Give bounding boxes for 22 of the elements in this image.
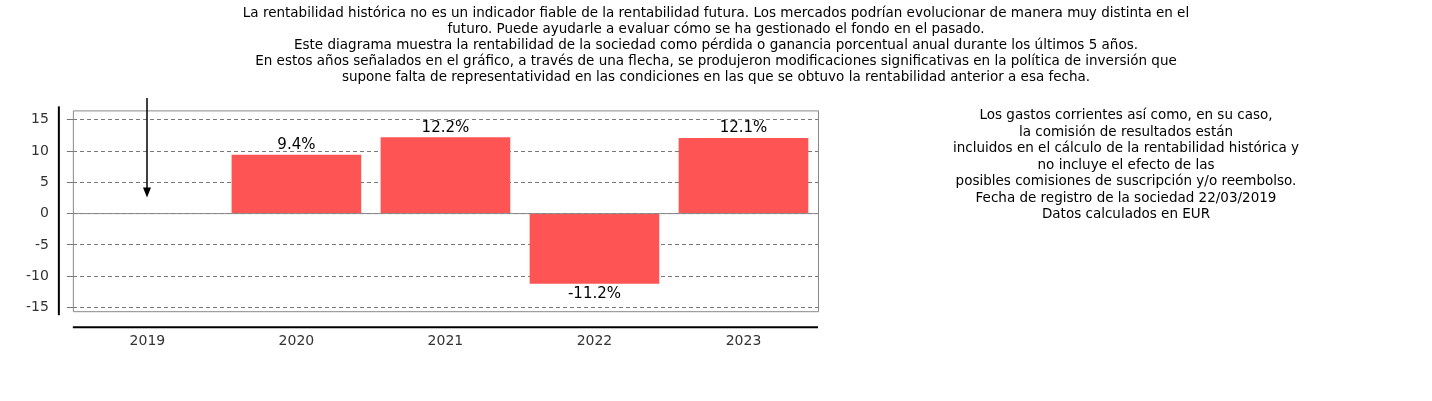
y-tick-label: -5: [34, 235, 49, 252]
y-tick-label: 10: [31, 141, 49, 158]
data-label: 9.4%: [277, 135, 316, 154]
bar: [529, 214, 660, 284]
chart-title: La rentabilidad histórica no es un indicador fiable de la rentabilidad futura. Los mercados podrían evolucionar de manera muy distinta en el futuro. Puede ayudarle a evaluar cómo se ha gestionado el fondo en el pasado. Este diagrama muestra la rentabilidad de la sociedad como pérdida o ganancia porcentual anual durante los últimos 5 años. En estos años señalados en el gráfico, a través de una flecha, se produjeron modificaciones significativas en la política de inversión que supone falta de representatividad en las condiciones en las que se obtuvo la rentabilidad anterior a esa fecha.: [241, 4, 1191, 84]
y-tick-label: 0: [39, 204, 49, 221]
x-tick-label: 2019: [129, 332, 166, 349]
y-tick-label: 15: [31, 110, 49, 127]
bar: [678, 137, 809, 214]
bar: [231, 154, 362, 214]
data-label: -11.2%: [567, 284, 621, 303]
x-tick-label: 2022: [576, 332, 613, 349]
y-tick-label: 5: [39, 172, 49, 189]
y-tick-label: -15: [25, 298, 49, 315]
bar: [380, 137, 511, 214]
x-tick-label: 2023: [725, 332, 762, 349]
text: Los gastos corrientes así como, en su caso, la comisión de resultados están incluidos en el cálculo de la rentabilidad histórica y no incluye el efecto de las posibles comisiones de suscripción y/o reembolso. Fecha de registro de la sociedad 22/03/2019 Datos calculados en EUR: [952, 106, 1300, 222]
y-tick-label: -10: [25, 266, 49, 283]
data-label: 12.2%: [421, 117, 470, 136]
x-tick-label: 2021: [427, 332, 464, 349]
x-tick-label: 2020: [278, 332, 315, 349]
data-label: 12.1%: [719, 118, 768, 137]
